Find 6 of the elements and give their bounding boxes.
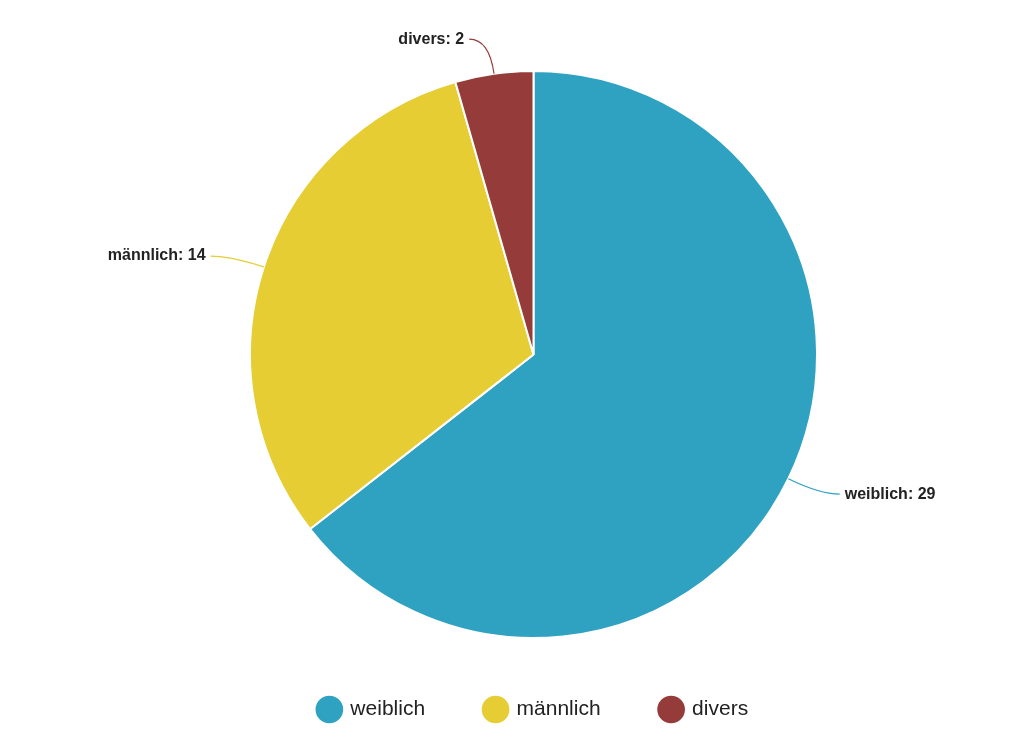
data-label: männlich: 14 [107,246,206,264]
legend-label: divers [692,696,749,720]
legend-label: weiblich [349,696,426,720]
legend-label: männlich [516,696,601,720]
data-label: weiblich: 29 [843,484,936,502]
data-label: divers: 2 [398,29,465,47]
